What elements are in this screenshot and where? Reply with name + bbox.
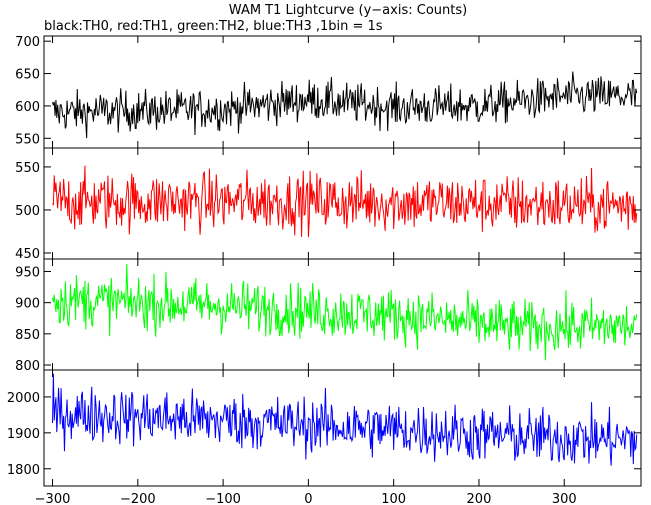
x-axis: −300 −200 −100 0 100 200 300 <box>35 492 577 505</box>
series-line-3 <box>52 373 638 466</box>
y-tick-label: 950 <box>15 265 40 280</box>
y-tick-label: 450 <box>15 247 40 262</box>
y-tick-label: 2000 <box>7 391 40 406</box>
y-tick-label: 600 <box>15 100 40 115</box>
y-tick-label: 1800 <box>7 463 40 478</box>
series-line-2 <box>52 263 638 361</box>
panel-frame-3 <box>43 369 642 487</box>
series-line-1 <box>52 165 638 238</box>
chart-title: WAM T1 Lightcurve (y−axis: Counts) <box>229 3 467 18</box>
x-tick-label: −100 <box>205 492 241 505</box>
y-tick-label: 550 <box>15 132 40 147</box>
y-tick-label: 700 <box>15 35 40 50</box>
x-tick-label: 200 <box>467 492 492 505</box>
x-tick-label: −200 <box>120 492 156 505</box>
chart-subtitle: black:TH0, red:TH1, green:TH2, blue:TH3 … <box>44 19 383 34</box>
series-line-0 <box>52 71 638 139</box>
x-tick-label: 300 <box>552 492 577 505</box>
y-tick-label: 650 <box>15 68 40 83</box>
y-tick-label: 900 <box>15 297 40 312</box>
x-tick-label: 100 <box>381 492 406 505</box>
y-tick-label: 1900 <box>7 427 40 442</box>
x-tick-label: 0 <box>304 492 312 505</box>
x-tick-label: −300 <box>35 492 71 505</box>
panel-frame-0 <box>43 35 642 149</box>
y-tick-label: 850 <box>15 328 40 343</box>
y-tick-label: 550 <box>15 161 40 176</box>
panels-group: 550 600 650 700 450 500 550 800 850 900 950 1800 190… <box>7 35 642 487</box>
y-tick-label: 500 <box>15 204 40 219</box>
y-tick-label: 800 <box>15 359 40 374</box>
panel-frame-1 <box>43 147 642 260</box>
